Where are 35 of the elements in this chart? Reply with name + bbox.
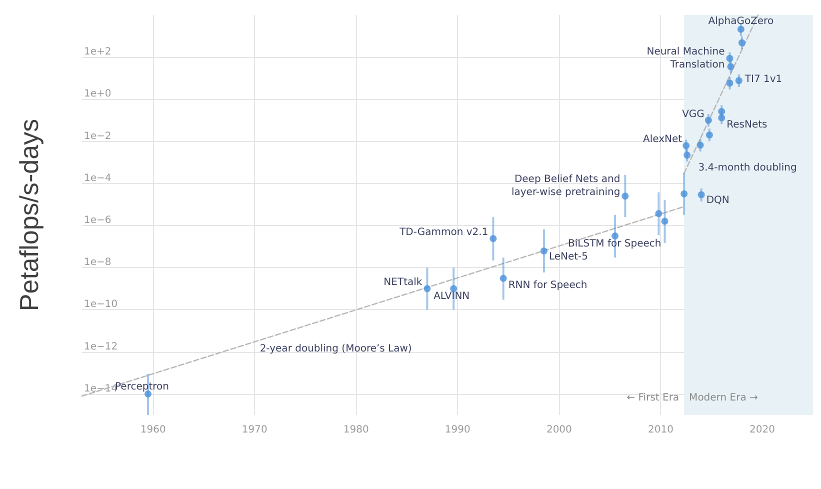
annotation: AlphaGoZero [708, 16, 774, 27]
y-tick-label: 1e+2 [84, 46, 112, 58]
y-tick-label: 1e−4 [84, 172, 112, 184]
x-tick-label: 2000 [546, 424, 572, 436]
annotation: DQN [706, 195, 730, 206]
annotation: TI7 1v1 [744, 74, 782, 86]
annotation: TD-Gammon v2.1 [398, 227, 488, 238]
x-tick-label: 1960 [140, 424, 166, 436]
y-tick-label: 1e−8 [84, 257, 112, 268]
annotation: RNN for Speech [508, 280, 588, 291]
annotation: Deep Belief Nets and layer-wise pretraining [511, 174, 620, 198]
y-axis-title: Petaflops/s-days [14, 118, 44, 312]
y-tick-label: 1e−6 [84, 215, 112, 226]
y-tick-label: 1e−10 [84, 299, 118, 310]
y-tick-label: 1e−2 [84, 130, 112, 142]
x-tick-label: 1980 [343, 424, 369, 436]
annotation: BiLSTM for Speech [568, 238, 662, 250]
x-tick-label: 2020 [750, 424, 775, 436]
annotation: ResNets [726, 119, 768, 130]
annotation: VGG [682, 108, 704, 120]
annotation: 3.4-month doubling [698, 162, 797, 174]
annotation: AlexNet [643, 134, 682, 146]
annotation: NETtalk [384, 277, 422, 288]
x-tick-label: 1990 [444, 424, 470, 436]
x-tick-label: 1970 [242, 424, 268, 436]
x-tick-label: 2010 [648, 424, 674, 436]
annotation: LeNet-5 [548, 251, 588, 262]
annotation: 2-year doubling (Moore’s Law) [260, 344, 412, 355]
annotation: Modern Era → [689, 392, 758, 404]
annotation: ALVINN [434, 291, 470, 302]
y-tick-label: 1e−12 [84, 341, 118, 352]
annotation: ← First Era [626, 392, 680, 404]
annotation: Neural Machine Translation [646, 46, 725, 70]
y-tick-label: 1e+0 [84, 88, 112, 100]
annotation: Perceptron [114, 381, 169, 392]
